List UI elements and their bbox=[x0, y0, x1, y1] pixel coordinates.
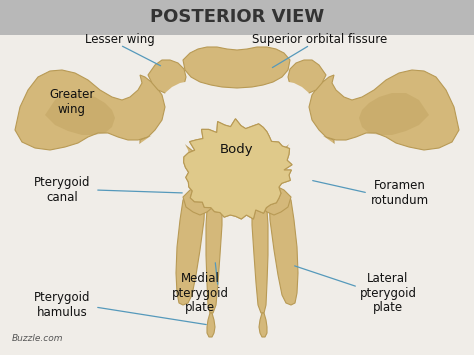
Text: Pterygoid
canal: Pterygoid canal bbox=[34, 176, 90, 204]
Polygon shape bbox=[15, 70, 165, 150]
Polygon shape bbox=[183, 187, 213, 215]
Polygon shape bbox=[206, 190, 222, 313]
Bar bbox=[0, 0, 474, 35]
Polygon shape bbox=[183, 119, 292, 219]
Text: Lateral
pterygoid
plate: Lateral pterygoid plate bbox=[359, 272, 417, 315]
Text: Greater
wing: Greater wing bbox=[49, 88, 95, 116]
Text: POSTERIOR VIEW: POSTERIOR VIEW bbox=[150, 8, 324, 26]
Text: Medial
pterygoid
plate: Medial pterygoid plate bbox=[172, 272, 228, 315]
Polygon shape bbox=[176, 188, 205, 305]
Polygon shape bbox=[183, 47, 290, 88]
Polygon shape bbox=[148, 60, 186, 93]
Polygon shape bbox=[165, 81, 213, 109]
Text: Body: Body bbox=[220, 143, 254, 157]
Text: Superior orbital fissure: Superior orbital fissure bbox=[252, 33, 388, 47]
Polygon shape bbox=[45, 93, 115, 135]
Polygon shape bbox=[183, 119, 292, 219]
Polygon shape bbox=[207, 313, 215, 337]
Polygon shape bbox=[252, 190, 268, 313]
Polygon shape bbox=[359, 93, 429, 135]
Text: Lesser wing: Lesser wing bbox=[85, 33, 155, 47]
Polygon shape bbox=[124, 130, 190, 203]
Text: Buzzle.com: Buzzle.com bbox=[12, 334, 64, 343]
Text: Pterygoid
hamulus: Pterygoid hamulus bbox=[34, 291, 90, 319]
Polygon shape bbox=[259, 313, 267, 337]
Polygon shape bbox=[309, 70, 459, 150]
Polygon shape bbox=[284, 130, 350, 203]
Polygon shape bbox=[269, 188, 298, 305]
Polygon shape bbox=[261, 81, 309, 109]
Text: Foramen
rotundum: Foramen rotundum bbox=[371, 179, 429, 207]
Polygon shape bbox=[261, 187, 291, 215]
Polygon shape bbox=[140, 135, 334, 192]
Polygon shape bbox=[288, 60, 326, 93]
